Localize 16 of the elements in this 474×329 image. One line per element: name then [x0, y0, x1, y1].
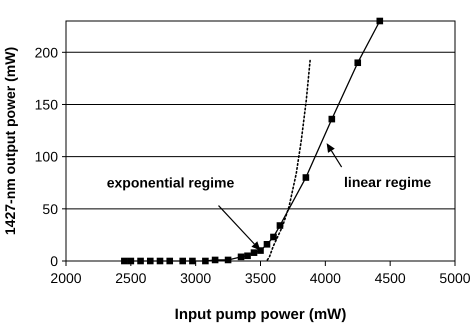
x-tick-label: 2000 — [50, 270, 82, 286]
x-tick-label: 4000 — [310, 270, 342, 286]
y-axis-title: 1427-nm output power (mW) — [2, 46, 18, 236]
y-tick-label: 50 — [42, 200, 58, 217]
x-tick-label: 2500 — [115, 270, 147, 286]
y-tick-label: 150 — [34, 96, 58, 112]
annotation: linear regime — [344, 174, 432, 190]
x-tick-label: 4500 — [374, 270, 406, 286]
x-tick-label: 3000 — [180, 270, 212, 286]
x-tick-label: 3500 — [244, 270, 276, 286]
x-axis-title: Input pump power (mW) — [174, 306, 346, 323]
y-tick-label: 0 — [50, 253, 58, 269]
x-tick-label: 5000 — [439, 270, 471, 286]
annotation: exponential regime — [106, 174, 235, 191]
y-tick-label: 100 — [34, 148, 58, 165]
y-tick-label: 200 — [34, 44, 58, 60]
